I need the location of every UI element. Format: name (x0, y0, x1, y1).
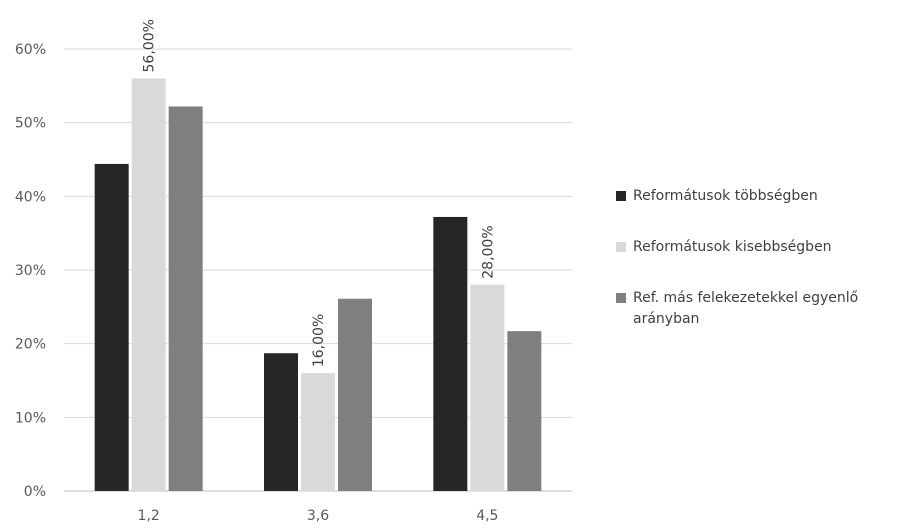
data-label: 16,00% (311, 314, 327, 367)
data-labels: 56,00% 16,00% 28,00% (142, 19, 497, 367)
legend-item-series-1: Reformátusok többségben (616, 186, 896, 207)
bar-series-3-4-5 (507, 331, 542, 491)
bar-series-2-3-6 (301, 373, 335, 491)
legend-label-series-2: Reformátusok kisebbségben (633, 239, 832, 255)
y-tick-label: 60% (15, 42, 46, 58)
bar-series-2-1-2 (131, 78, 166, 491)
y-axis-ticks: 0% 10% 20% 30% 40% 50% 60% (15, 42, 46, 500)
x-tick-label: 4,5 (476, 508, 498, 524)
legend-item-series-3: Ref. más felekezetekkel egyenlő arányban (616, 288, 896, 330)
legend-label-series-1: Reformátusok többségben (633, 188, 818, 204)
bar-series-2-4-5 (470, 284, 505, 491)
y-tick-label: 10% (15, 410, 46, 426)
y-tick-label: 50% (15, 116, 46, 132)
legend-swatch-series-2 (616, 242, 626, 252)
bar-series-1-4-5 (433, 216, 468, 491)
legend-swatch-series-3 (616, 293, 626, 303)
bars (94, 78, 542, 492)
y-tick-label: 20% (15, 337, 46, 353)
data-label: 56,00% (142, 19, 158, 72)
x-tick-label: 3,6 (307, 508, 329, 524)
bar-series-3-3-6 (338, 298, 372, 491)
data-label: 28,00% (480, 225, 496, 278)
legend-swatch-series-1 (616, 191, 626, 201)
bar-series-1-3-6 (264, 353, 298, 491)
y-tick-label: 30% (15, 263, 46, 279)
y-tick-label: 0% (24, 484, 46, 500)
x-tick-label: 1,2 (138, 508, 160, 524)
legend: Reformátusok többségben Reformátusok kis… (616, 186, 896, 360)
y-tick-label: 40% (15, 189, 46, 205)
legend-label-series-3: Ref. más felekezetekkel egyenlő arányban (633, 290, 859, 327)
bar-series-3-1-2 (168, 106, 203, 492)
bar-series-1-1-2 (94, 163, 129, 492)
legend-item-series-2: Reformátusok kisebbségben (616, 237, 896, 258)
x-axis-ticks: 1,2 3,6 4,5 (138, 508, 499, 524)
